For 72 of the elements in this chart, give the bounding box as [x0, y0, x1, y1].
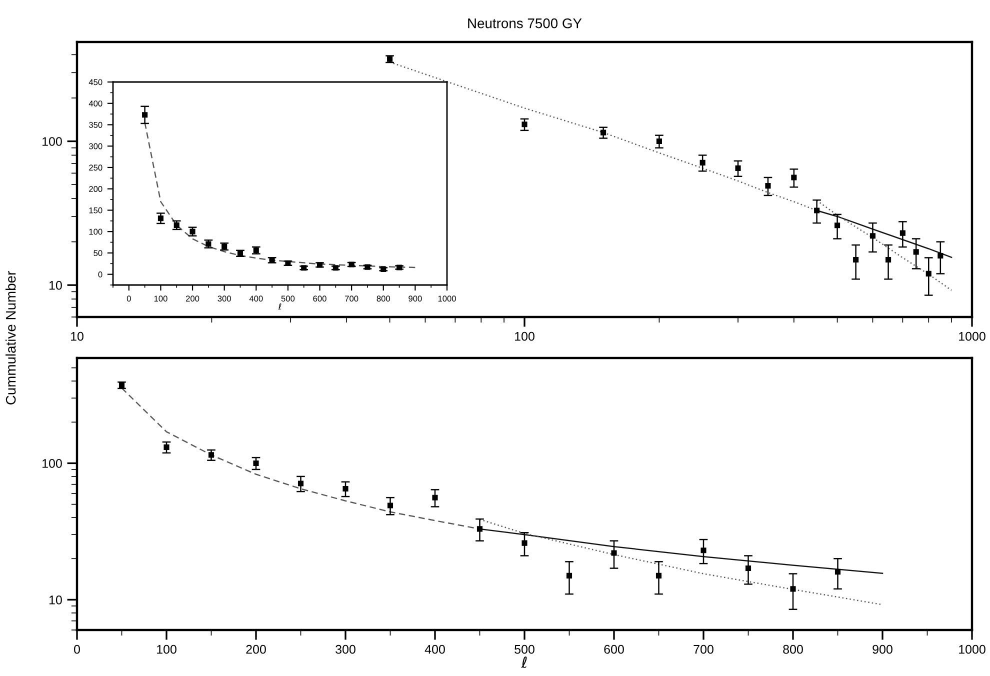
point	[174, 222, 180, 228]
x-axis-title: ℓ	[278, 303, 282, 310]
y-tick-label: 400	[88, 100, 102, 106]
x-tick-label: 900	[872, 644, 892, 654]
point	[396, 264, 402, 270]
point	[522, 540, 528, 546]
point	[656, 572, 662, 578]
x-tick-label: 1000	[959, 332, 986, 341]
point	[253, 460, 259, 466]
x-axis-title: ℓ	[521, 656, 527, 668]
y-axis-title: Cummulative Number	[6, 271, 16, 404]
point	[301, 265, 307, 271]
y-tick-label: 250	[89, 164, 102, 171]
y-tick-label: 10	[49, 280, 62, 290]
point	[237, 250, 244, 256]
y-tick-label: 100	[42, 459, 62, 468]
point	[834, 569, 841, 575]
point	[790, 586, 796, 592]
point	[253, 248, 259, 254]
x-tick-label: 100	[157, 644, 176, 654]
x-tick-label: 500	[281, 296, 295, 302]
x-tick-label: 800	[376, 296, 390, 302]
x-tick-label: 10	[71, 332, 84, 341]
x-tick-label: 700	[345, 296, 358, 302]
point	[298, 480, 304, 486]
x-tick-label: 100	[154, 296, 168, 302]
point	[222, 244, 228, 250]
x-tick-label: 100	[515, 332, 534, 341]
point	[142, 112, 148, 118]
point	[611, 550, 617, 556]
point	[700, 548, 706, 554]
y-tick-label: 100	[89, 228, 102, 235]
point	[164, 444, 170, 450]
y-tick-label: 350	[89, 122, 102, 128]
y-tick-label: 0	[98, 272, 102, 278]
x-tick-label: 700	[694, 644, 714, 654]
x-tick-label: 300	[336, 644, 356, 654]
point	[332, 265, 338, 271]
point	[387, 502, 394, 508]
y-tick-label: 150	[89, 207, 102, 214]
line-series	[479, 518, 884, 606]
point	[380, 266, 386, 272]
x-tick-label: 200	[186, 296, 200, 302]
x-tick-label: 600	[604, 644, 624, 654]
y-tick-label: 300	[89, 143, 102, 150]
point	[432, 494, 438, 500]
point	[342, 486, 348, 492]
point	[476, 526, 483, 532]
x-tick-label: 800	[783, 644, 803, 654]
chart-title: Neutrons 7500 GY	[468, 18, 582, 28]
y-tick-label: 450	[88, 79, 102, 86]
x-tick-label: 400	[249, 296, 263, 302]
x-tick-label: 400	[424, 644, 445, 654]
x-tick-label: 200	[246, 644, 266, 654]
y-tick-label: 10	[49, 596, 62, 604]
x-tick-label: 500	[514, 644, 534, 654]
x-tick-label: 0	[74, 644, 80, 654]
x-tick-label: 0	[126, 296, 131, 302]
y-tick-label: 50	[94, 250, 102, 256]
point	[118, 382, 125, 388]
x-tick-label: 1000	[959, 644, 986, 654]
x-tick-label: 300	[218, 296, 231, 302]
y-tick-label: 100	[42, 137, 62, 146]
x-tick-label: 900	[408, 296, 422, 302]
y-tick-label: 200	[89, 186, 102, 192]
x-tick-label: 600	[313, 296, 326, 302]
point	[316, 262, 323, 268]
point	[745, 565, 752, 572]
x-tick-label: 1000	[438, 296, 456, 302]
point	[566, 572, 572, 578]
point	[158, 216, 164, 222]
point	[208, 452, 214, 458]
